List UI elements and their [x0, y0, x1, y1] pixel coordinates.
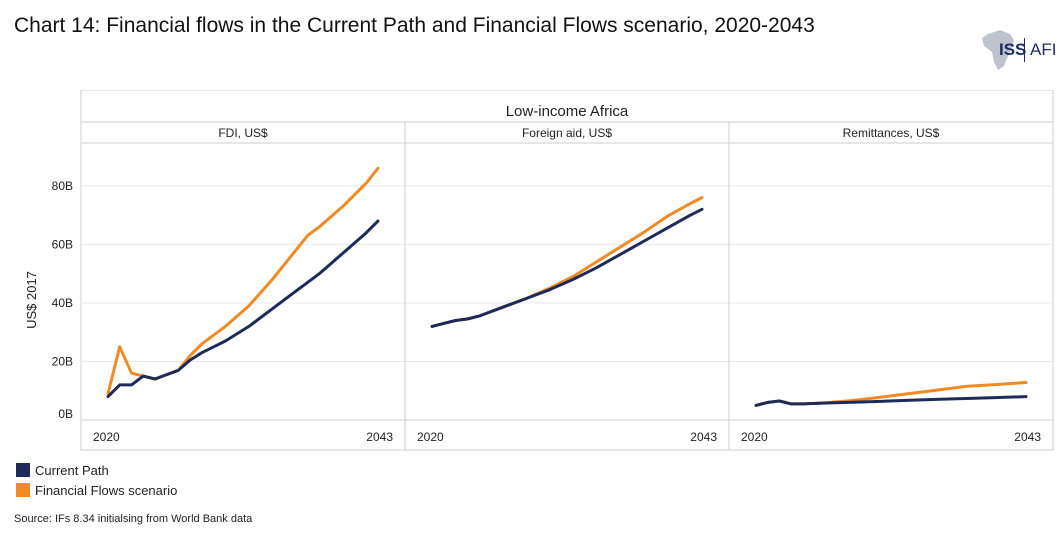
series-line-financial-flows	[430, 196, 704, 328]
legend-item-financial-flows: Financial Flows scenario	[16, 480, 177, 500]
y-tick-label: 0B	[58, 407, 73, 421]
y-tick-label: 20B	[52, 354, 73, 368]
chart-frame	[80, 90, 1054, 451]
x-tick-label: 2020	[93, 430, 120, 444]
series-line-financial-flows	[106, 166, 380, 396]
legend-label-financial-flows: Financial Flows scenario	[35, 482, 178, 498]
panel-title: FDI, US$	[218, 126, 268, 140]
legend-swatch-financial-flows	[16, 483, 30, 497]
x-tick-label: 2043	[366, 430, 393, 444]
series-line-current-path	[430, 207, 704, 328]
chart-canvas: Low-income Africa US$ 2017 0B 20B 40B 60B 80B F…	[24, 90, 1054, 451]
series-line-current-path	[754, 395, 1028, 407]
source-note: Source: IFs 8.34 initialsing from World …	[14, 513, 253, 525]
y-tick-label: 40B	[52, 296, 73, 310]
y-tick-label: 60B	[52, 237, 73, 251]
legend: Current Path Financial Flows scenario	[16, 460, 177, 500]
logo-divider	[1024, 38, 1025, 62]
x-tick-label: 2020	[417, 430, 444, 444]
y-tick-label: 80B	[52, 179, 73, 193]
legend-label-current-path: Current Path	[35, 462, 109, 478]
y-axis-label: US$ 2017	[24, 271, 39, 329]
logo-afi: AFI	[1030, 40, 1057, 59]
panel-title: Remittances, US$	[843, 126, 940, 140]
group-title: Low-income Africa	[506, 103, 629, 120]
legend-swatch-current-path	[16, 463, 30, 477]
chart-title: Chart 14: Financial flows in the Current…	[14, 14, 815, 37]
panel-title: Foreign aid, US$	[522, 126, 612, 140]
x-tick-label: 2020	[741, 430, 768, 444]
africa-map-icon	[982, 30, 1014, 70]
x-tick-label: 2043	[1014, 430, 1041, 444]
legend-item-current-path: Current Path	[16, 460, 177, 480]
series-line-current-path	[106, 219, 380, 399]
x-tick-label: 2043	[690, 430, 717, 444]
logo-iss: ISS	[999, 40, 1027, 59]
